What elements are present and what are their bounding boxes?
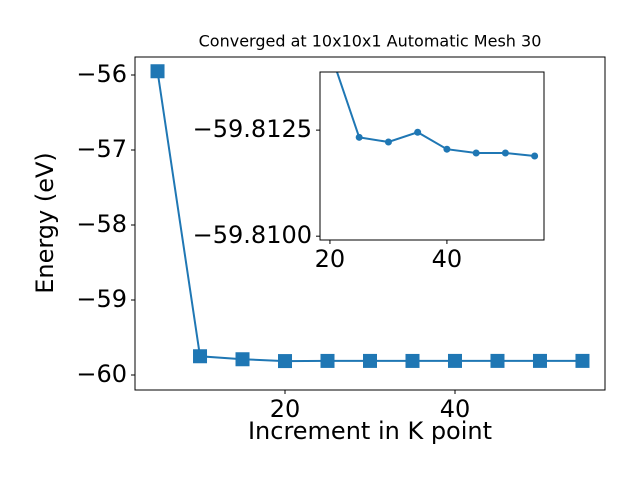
marker — [414, 128, 422, 136]
marker — [320, 353, 335, 368]
x-tick-label: 40 — [440, 395, 471, 423]
y-axis-label: Energy (eV) — [31, 152, 59, 294]
marker — [490, 353, 505, 368]
plot-background — [320, 72, 544, 240]
marker — [405, 353, 420, 368]
y-tick-label: −58 — [76, 210, 127, 238]
y-tick-label: −59 — [76, 285, 127, 313]
marker — [472, 149, 480, 157]
y-tick-label: −59.8125 — [193, 115, 312, 143]
marker — [501, 149, 509, 157]
series-line — [335, 72, 535, 157]
x-tick-label: 20 — [270, 395, 301, 423]
axes-frame — [319, 71, 545, 241]
y-tick-label: −60 — [76, 360, 127, 388]
marker — [278, 354, 293, 369]
y-tick-label: −57 — [76, 135, 127, 163]
axes-frame — [134, 56, 606, 391]
marker — [384, 138, 392, 146]
marker — [447, 353, 462, 368]
marker — [235, 352, 250, 367]
x-tick-label: 20 — [315, 245, 346, 273]
plot-area — [335, 72, 539, 160]
x-axis-label: Increment in K point — [248, 417, 492, 445]
marker — [531, 152, 539, 160]
plot-area — [150, 64, 590, 369]
marker — [193, 349, 208, 364]
marker — [150, 64, 165, 79]
y-tick-label: −56 — [76, 60, 127, 88]
marker — [363, 353, 377, 368]
chart-title: Converged at 10x10x1 Automatic Mesh 30 — [199, 32, 542, 51]
marker — [355, 133, 363, 141]
x-tick-label: 40 — [432, 245, 463, 273]
marker — [443, 145, 451, 153]
marker — [575, 353, 590, 368]
y-tick-label: −59.8100 — [193, 221, 312, 249]
marker — [532, 353, 547, 368]
